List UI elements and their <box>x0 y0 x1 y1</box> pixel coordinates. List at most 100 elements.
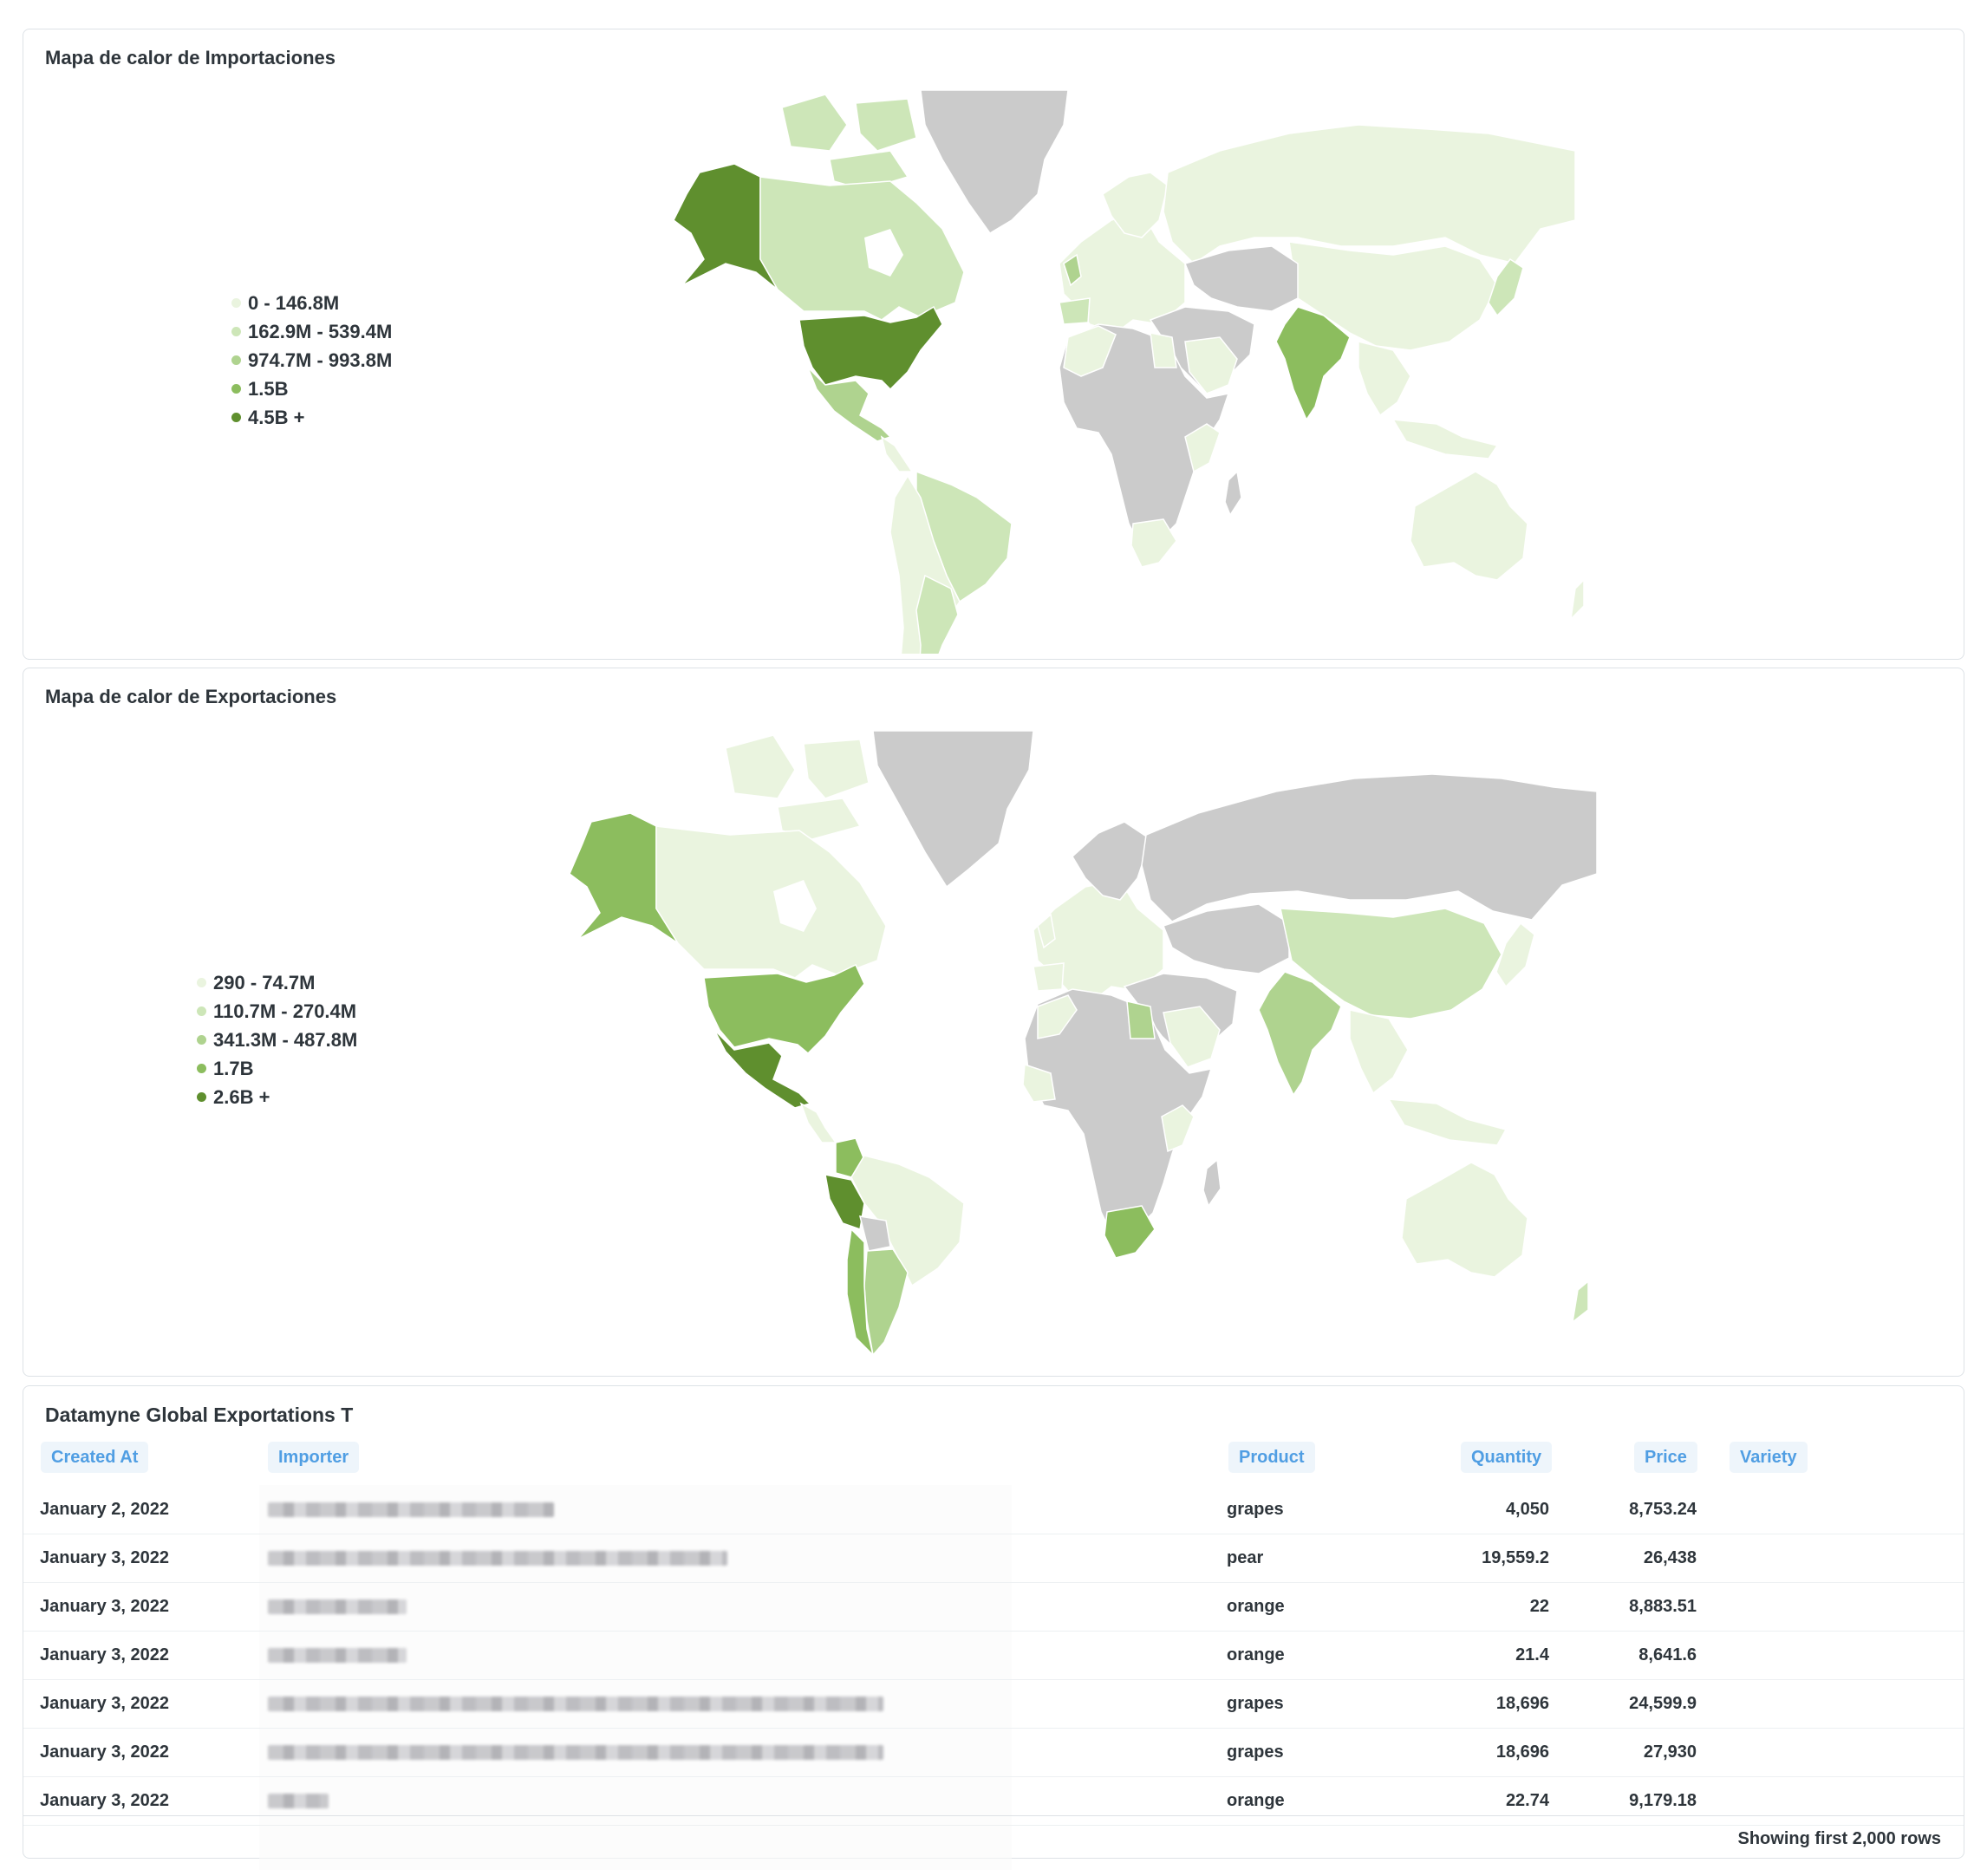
region-argentina[interactable] <box>915 574 959 654</box>
region-canada[interactable] <box>759 176 965 321</box>
region-west-africa[interactable] <box>1022 1063 1056 1103</box>
region-india[interactable] <box>1258 971 1342 1097</box>
table-row[interactable]: January 2, 2022 grapes 4,050 8,753.24 <box>23 1485 1964 1534</box>
region-china[interactable] <box>1280 908 1502 1019</box>
region-chile[interactable] <box>846 1228 874 1355</box>
legend-label: 0 - 146.8M <box>248 291 340 314</box>
region-bolivia[interactable] <box>858 1215 891 1252</box>
cell-created-at: January 3, 2022 <box>40 1791 169 1810</box>
column-header-importer[interactable]: Importer <box>268 1442 360 1473</box>
table-row[interactable]: January 3, 2022 orange 21.4 8,641.6 <box>23 1631 1964 1680</box>
region-uk[interactable] <box>1037 913 1056 949</box>
region-se-asia[interactable] <box>1358 341 1499 459</box>
cell-quantity: 21.4 <box>1515 1645 1549 1664</box>
column-header-created-at[interactable]: Created At <box>41 1442 149 1473</box>
region-saudi[interactable] <box>1163 1006 1221 1068</box>
region-central-asia[interactable] <box>1163 903 1290 974</box>
region-egypt[interactable] <box>1126 1000 1156 1039</box>
imports-map-title[interactable]: Mapa de calor de Importaciones <box>45 47 336 68</box>
legend-label: 110.7M - 270.4M <box>213 1000 357 1022</box>
region-saudi[interactable] <box>1184 336 1238 394</box>
region-india[interactable] <box>1275 306 1351 421</box>
region-north-africa[interactable] <box>1063 325 1117 377</box>
legend-dot <box>231 298 241 308</box>
region-canada-islands[interactable] <box>781 94 917 191</box>
cell-created-at: January 3, 2022 <box>40 1742 169 1762</box>
cell-importer-redacted <box>268 1599 407 1614</box>
table-row[interactable]: January 3, 2022 pear 19,559.2 26,438 <box>23 1534 1964 1583</box>
region-east-africa[interactable] <box>1161 1104 1195 1153</box>
region-mexico[interactable] <box>713 1029 811 1109</box>
cell-quantity: 18,696 <box>1495 1742 1549 1762</box>
legend-dot <box>231 355 241 365</box>
cell-importer-redacted <box>268 1794 329 1808</box>
region-africa[interactable] <box>1059 323 1230 551</box>
exports-map-title[interactable]: Mapa de calor de Exportaciones <box>45 686 337 707</box>
legend-label: 290 - 74.7M <box>213 971 316 993</box>
legend-dot <box>231 327 241 336</box>
table-row[interactable]: January 3, 2022 orange 22 8,883.51 <box>23 1582 1964 1632</box>
cell-quantity: 22.74 <box>1505 1791 1549 1810</box>
region-canada[interactable] <box>655 825 887 979</box>
region-australia[interactable] <box>1410 471 1528 581</box>
region-greenland[interactable] <box>920 90 1069 234</box>
region-russia[interactable] <box>1163 124 1576 264</box>
imports-legend: 0 - 146.8M 162.9M - 539.4M 974.7M - 993.… <box>231 289 392 432</box>
region-madagascar[interactable] <box>1202 1158 1222 1208</box>
region-argentina[interactable] <box>863 1248 909 1355</box>
imports-map-card: Mapa de calor de Importaciones 0 - 146.8… <box>23 29 1964 660</box>
exports-world-map[interactable] <box>565 731 1675 1355</box>
legend-dot <box>197 1006 206 1016</box>
region-iberia[interactable] <box>1059 297 1091 325</box>
legend-dot <box>197 1092 206 1102</box>
region-peru[interactable] <box>824 1174 865 1231</box>
region-central-asia[interactable] <box>1183 245 1299 312</box>
imports-world-map[interactable] <box>630 90 1601 654</box>
table-row[interactable]: January 3, 2022 grapes 18,696 24,599.9 <box>23 1679 1964 1729</box>
region-central-america[interactable] <box>880 435 914 472</box>
region-se-asia[interactable] <box>1349 1009 1508 1146</box>
table-row[interactable]: January 3, 2022 grapes 18,696 27,930 <box>23 1728 1964 1777</box>
region-japan[interactable] <box>1495 922 1535 988</box>
region-iberia[interactable] <box>1033 962 1065 992</box>
column-header-variety[interactable]: Variety <box>1730 1442 1808 1473</box>
region-mexico[interactable] <box>807 367 892 442</box>
region-central-america[interactable] <box>799 1102 837 1143</box>
legend-item: 110.7M - 270.4M <box>197 997 357 1026</box>
cell-price: 9,179.18 <box>1629 1791 1697 1810</box>
table-title[interactable]: Datamyne Global Exportations T <box>45 1404 354 1426</box>
legend-label: 2.6B + <box>213 1085 270 1108</box>
column-header-product[interactable]: Product <box>1228 1442 1315 1473</box>
region-australia[interactable] <box>1401 1162 1528 1278</box>
legend-dot <box>231 384 241 394</box>
region-morocco[interactable] <box>1037 994 1078 1039</box>
region-brazil[interactable] <box>850 1155 965 1287</box>
table-footer-divider <box>23 1815 1964 1816</box>
exports-legend: 290 - 74.7M 110.7M - 270.4M 341.3M - 487… <box>197 968 357 1111</box>
column-header-price[interactable]: Price <box>1634 1442 1697 1473</box>
table-row[interactable]: January 3, 2022 orange 22.74 9,179.18 <box>23 1776 1964 1826</box>
region-new-zealand[interactable] <box>1571 1280 1589 1324</box>
region-canada-islands[interactable] <box>725 734 870 840</box>
region-hudson-bay <box>864 229 903 277</box>
region-usa[interactable] <box>798 305 943 391</box>
region-greenland[interactable] <box>872 731 1034 889</box>
region-south-africa[interactable] <box>1104 1205 1156 1259</box>
cell-importer-redacted <box>268 1551 727 1566</box>
region-egypt[interactable] <box>1150 332 1177 368</box>
region-scandinavia[interactable] <box>1102 172 1169 238</box>
region-japan[interactable] <box>1488 257 1524 317</box>
region-russia[interactable] <box>1141 773 1598 922</box>
region-south-africa[interactable] <box>1130 518 1177 568</box>
region-africa[interactable] <box>1024 988 1213 1244</box>
legend-item: 974.7M - 993.8M <box>231 346 392 375</box>
region-new-zealand[interactable] <box>1569 578 1585 622</box>
cell-quantity: 4,050 <box>1505 1500 1549 1519</box>
region-scandinavia[interactable] <box>1072 821 1151 901</box>
column-header-quantity[interactable]: Quantity <box>1461 1442 1553 1473</box>
region-madagascar[interactable] <box>1224 470 1242 517</box>
cell-product: grapes <box>1227 1500 1284 1519</box>
region-uk[interactable] <box>1063 253 1082 287</box>
region-east-africa[interactable] <box>1184 423 1221 473</box>
region-usa[interactable] <box>703 963 865 1055</box>
